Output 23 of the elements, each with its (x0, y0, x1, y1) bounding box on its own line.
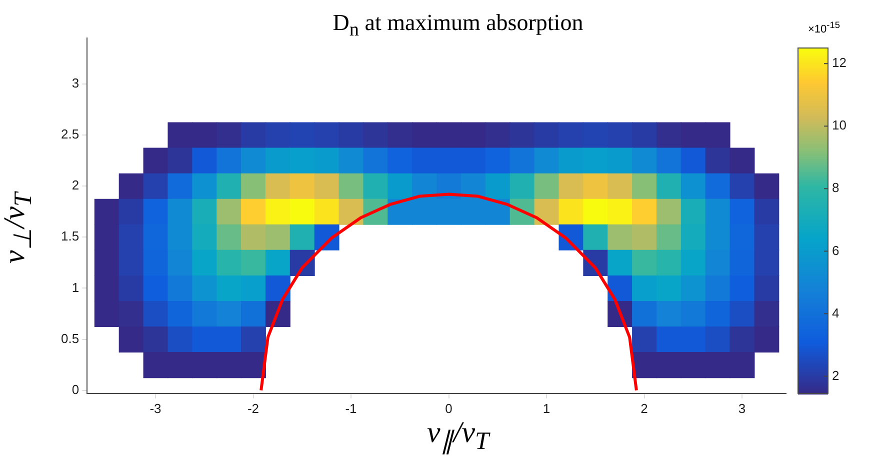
y-tick-label: 1 (72, 280, 80, 295)
x-tick-label: -3 (150, 400, 162, 416)
x-tick-label: 3 (738, 400, 746, 416)
y-tick-label: 0 (72, 382, 80, 397)
x-tick-label: -1 (345, 400, 357, 416)
color-bar-label: 8 (832, 180, 840, 196)
x-axis-title: v$_{∥}$/v$_{T}$ (426, 416, 492, 456)
color-bar-label: 12 (832, 55, 846, 70)
color-bar-label: 2 (832, 368, 840, 383)
color-bar-label: 6 (832, 242, 840, 258)
text: ×10$^{-15}$ (808, 20, 840, 36)
color-bar-label: 10 (832, 118, 846, 133)
chart-title: D$_{n}$ at maximum absorption (332, 10, 584, 42)
x-tick-label: 2 (640, 400, 648, 416)
y-tick-label: 2 (72, 178, 80, 193)
x-tick-label: 1 (542, 400, 550, 416)
x-tick-label: 0 (445, 400, 452, 416)
y-tick-label: 3 (72, 76, 80, 91)
color-bar-label: 4 (832, 305, 840, 320)
y-tick-label: 0.5 (60, 330, 80, 346)
x-tick-label: -2 (247, 400, 260, 416)
y-tick-label: 2.5 (60, 126, 80, 142)
y-tick-label: 1.5 (60, 228, 80, 244)
